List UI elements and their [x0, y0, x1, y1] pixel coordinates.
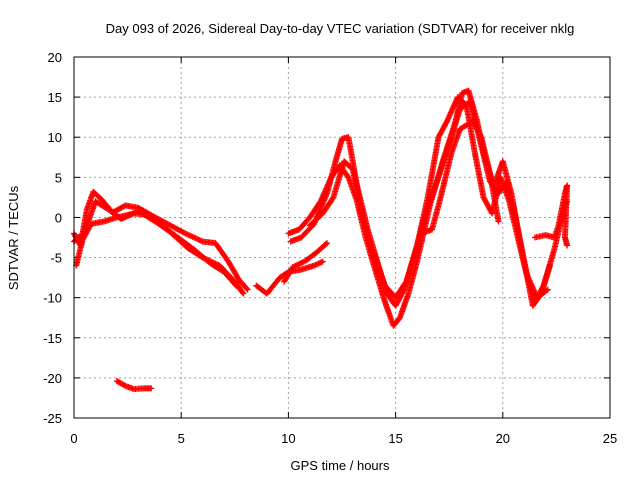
data-point: [329, 195, 336, 202]
data-point: [546, 262, 553, 269]
y-axis-ticks: 20 15 10 5 0 -5 -10 -15 -20 -25: [43, 50, 610, 426]
data-point: [240, 290, 247, 297]
data-point: [243, 285, 250, 292]
x-axis-ticks: 0 5 10 15 20 25: [70, 57, 617, 446]
data-point: [543, 287, 550, 294]
data-point: [477, 132, 484, 139]
y-tick-label: -20: [43, 371, 62, 386]
grid-lines: [74, 57, 610, 418]
data-point: [121, 382, 128, 389]
data-point: [232, 282, 239, 289]
y-tick-label: -15: [43, 331, 62, 346]
y-tick-label: -5: [50, 251, 62, 266]
y-tick-label: -10: [43, 291, 62, 306]
series-track-k: [531, 182, 571, 249]
series-track-f: [281, 240, 330, 285]
plot-frame: [73, 56, 611, 419]
x-tick-label: 15: [388, 431, 402, 446]
data-point: [495, 218, 502, 225]
chart-title: Day 093 of 2026, Sidereal Day-to-day VTE…: [106, 21, 575, 36]
x-tick-label: 5: [178, 431, 185, 446]
data-point: [564, 242, 571, 249]
series-track-j: [418, 118, 502, 237]
y-tick-label: -25: [43, 411, 62, 426]
series-track-d: [113, 378, 155, 393]
data-point: [443, 119, 450, 126]
data-points: [71, 87, 571, 393]
x-tick-label: 0: [70, 431, 77, 446]
data-point: [239, 289, 246, 296]
y-tick-label: 20: [48, 50, 62, 65]
data-point: [319, 258, 326, 265]
x-tick-label: 20: [496, 431, 510, 446]
y-tick-label: 5: [55, 170, 62, 185]
series-track-c: [71, 198, 240, 290]
series-track-e: [253, 258, 326, 297]
data-point: [322, 241, 329, 248]
y-tick-label: 0: [55, 210, 62, 225]
data-point: [233, 283, 240, 290]
x-axis-label: GPS time / hours: [291, 458, 390, 473]
y-axis-label: SDTVAR / TECUs: [6, 185, 21, 290]
series-track-i: [306, 94, 551, 301]
x-tick-label: 25: [603, 431, 617, 446]
data-point: [244, 286, 251, 293]
y-tick-label: 15: [48, 90, 62, 105]
y-tick-label: 10: [48, 130, 62, 145]
data-point: [544, 286, 551, 293]
data-point: [323, 240, 330, 247]
x-tick-label: 10: [281, 431, 295, 446]
data-point: [402, 279, 409, 286]
data-point: [148, 385, 155, 392]
